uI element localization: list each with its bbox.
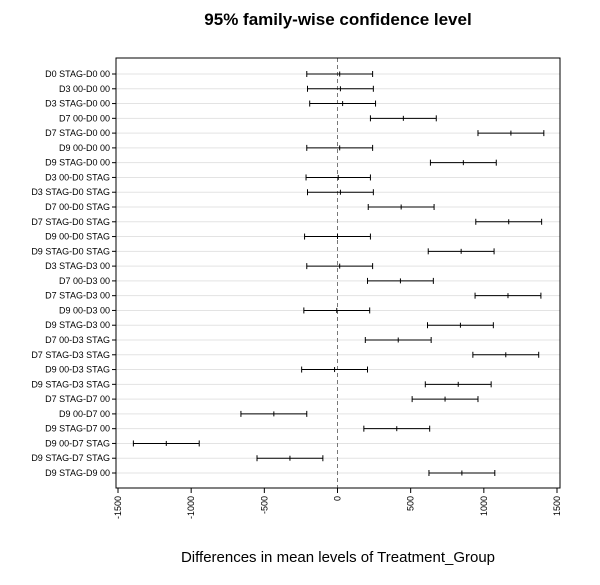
y-tick-label: D9 00-D0 STAG <box>45 232 110 242</box>
y-tick-label: D3 00-D0 00 <box>59 84 110 94</box>
confidence-interval <box>363 425 431 432</box>
y-tick-label: D9 STAG-D3 STAG <box>31 379 110 389</box>
confidence-interval <box>256 455 324 462</box>
confidence-interval <box>309 100 377 107</box>
confidence-interval <box>429 159 497 166</box>
x-tick-label: 500 <box>406 496 416 511</box>
y-tick-label: D9 STAG-D0 STAG <box>31 246 110 256</box>
y-tick-label: D9 00-D3 00 <box>59 305 110 315</box>
y-tick-label: D7 STAG-D0 STAG <box>31 217 110 227</box>
confidence-interval <box>301 366 368 373</box>
confidence-interval <box>472 351 540 358</box>
y-tick-label: D9 00-D7 STAG <box>45 438 110 448</box>
y-tick-label: D7 STAG-D7 00 <box>45 394 110 404</box>
confidence-interval <box>304 233 371 240</box>
confidence-interval <box>307 85 374 92</box>
y-tick-label: D3 00-D0 STAG <box>45 172 110 182</box>
confidence-interval <box>240 410 308 417</box>
y-tick-label: D3 STAG-D0 00 <box>45 99 110 109</box>
confidence-interval <box>426 322 494 329</box>
confidence-interval <box>366 277 434 284</box>
x-axis: -1500 -1000 -500 0 500 1000 1500 <box>113 488 562 519</box>
y-tick-label: D9 00-D7 00 <box>59 409 110 419</box>
y-tick-label: D9 STAG-D7 00 <box>45 424 110 434</box>
y-tick-label: D7 00-D3 00 <box>59 276 110 286</box>
y-tick-label: D9 STAG-D0 00 <box>45 158 110 168</box>
confidence-interval <box>305 174 371 181</box>
x-tick-label: -500 <box>259 496 269 514</box>
confidence-interval <box>306 144 374 151</box>
y-tick-label: D7 00-D3 STAG <box>45 335 110 345</box>
confidence-interval <box>427 248 495 255</box>
y-tick-label: D7 00-D0 STAG <box>45 202 110 212</box>
x-tick-label: -1500 <box>113 496 123 519</box>
confidence-interval <box>369 115 437 122</box>
x-tick-label: -1000 <box>186 496 196 519</box>
confidence-interval <box>411 396 479 403</box>
x-axis-label: Differences in mean levels of Treatment_… <box>181 549 495 566</box>
confidence-interval <box>428 470 496 476</box>
confidence-interval <box>367 204 435 210</box>
y-tick-label: D9 00-D0 00 <box>59 143 110 153</box>
gridlines <box>116 73 560 474</box>
y-tick-label: D0 STAG-D0 00 <box>45 69 110 79</box>
confidence-intervals <box>132 71 545 476</box>
y-tick-label: D7 STAG-D0 00 <box>45 128 110 138</box>
confidence-interval <box>132 440 200 447</box>
confidence-interval <box>477 130 545 137</box>
y-tick-labels: D0 STAG-D0 00 D3 00-D0 00 D3 STAG-D0 00 D7 … <box>31 69 116 478</box>
y-tick-label: D9 STAG-D9 00 <box>45 468 110 478</box>
x-tick-label: 0 <box>333 496 343 501</box>
y-tick-label: D7 STAG-D3 STAG <box>31 350 110 360</box>
confidence-interval <box>307 189 374 196</box>
x-tick-label: 1500 <box>552 496 562 516</box>
y-tick-label: D3 STAG-D3 00 <box>45 261 110 271</box>
confidence-interval <box>424 381 492 388</box>
y-tick-label: D9 STAG-D3 00 <box>45 320 110 330</box>
y-tick-label: D3 STAG-D0 STAG <box>31 187 110 197</box>
y-tick-label: D9 00-D3 STAG <box>45 365 110 375</box>
confidence-interval <box>303 307 371 314</box>
y-tick-label: D7 STAG-D3 00 <box>45 291 110 301</box>
y-tick-label: D7 00-D0 00 <box>59 113 110 123</box>
confidence-interval <box>474 292 542 299</box>
chart-title: 95% family-wise confidence level <box>204 10 471 29</box>
confidence-interval <box>364 337 432 343</box>
y-tick-label: D9 STAG-D7 STAG <box>31 453 110 463</box>
confidence-interval <box>475 218 543 225</box>
confidence-interval <box>306 71 374 77</box>
x-tick-label: 1000 <box>479 496 489 516</box>
confidence-interval <box>306 263 374 270</box>
